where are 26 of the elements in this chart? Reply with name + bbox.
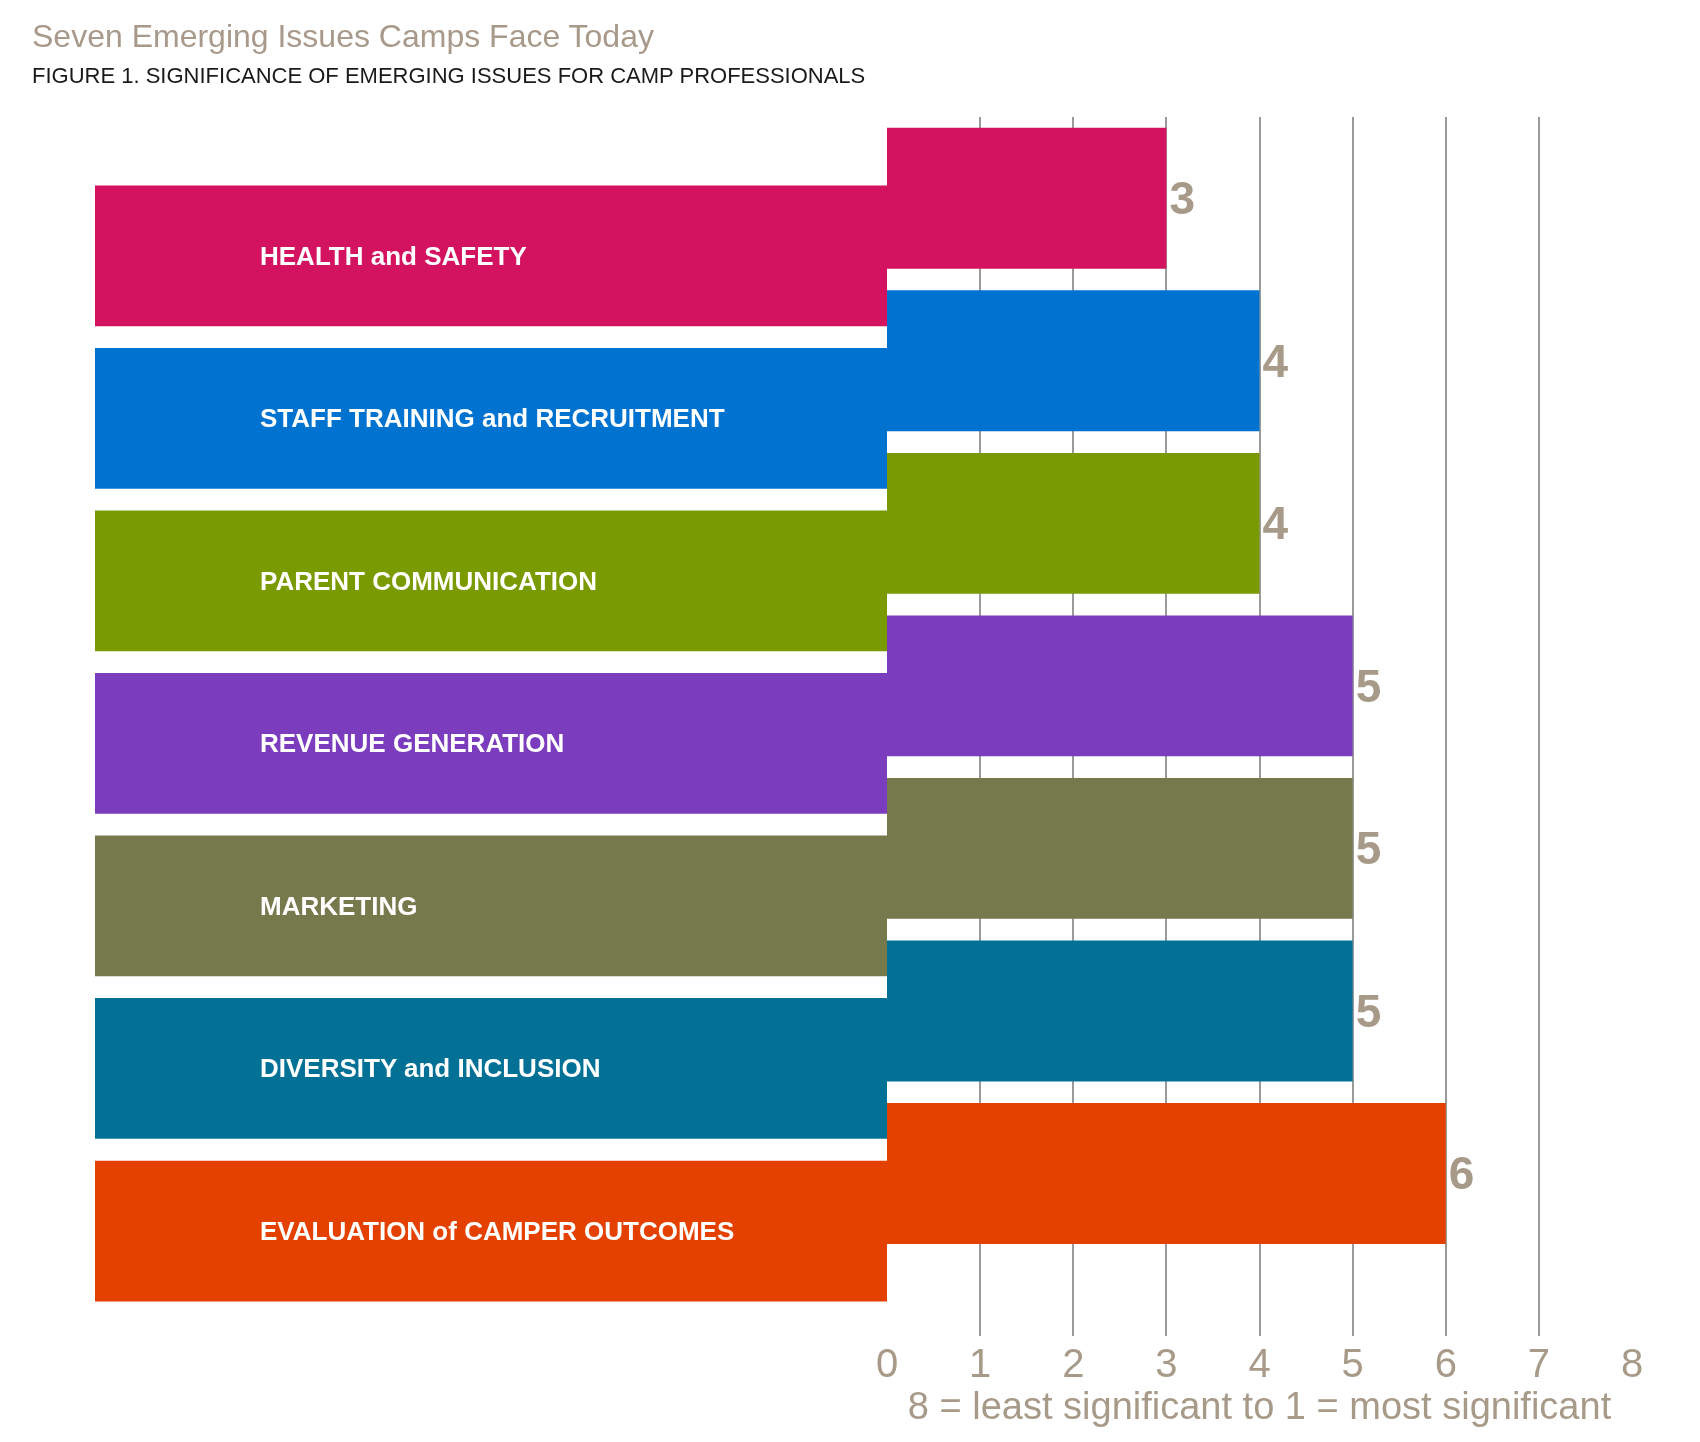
y-tick-label: MARKETING	[260, 891, 418, 921]
x-tick-label: 5	[1341, 1341, 1364, 1385]
x-tick-label: 3	[1155, 1341, 1178, 1385]
y-tick-label: PARENT COMMUNICATION	[260, 566, 598, 596]
x-tick-label: 0	[875, 1341, 899, 1385]
x-tick-label: 2	[1062, 1341, 1085, 1385]
x-tick-label: 8	[1620, 1341, 1644, 1385]
data-label: 6	[1448, 1147, 1475, 1200]
y-tick-label: REVENUE GENERATION	[260, 728, 565, 758]
y-tick-label: EVALUATION of CAMPER OUTCOMES	[260, 1216, 735, 1246]
x-tick-label: 4	[1248, 1341, 1271, 1385]
x-tick-label: 6	[1434, 1341, 1457, 1385]
text: Seven Emerging Issues Camps Face Today	[32, 18, 654, 54]
y-tick-label: STAFF TRAINING and RECRUITMENT	[260, 403, 725, 433]
data-label: 5	[1355, 984, 1382, 1037]
data-label: 3	[1169, 172, 1195, 225]
x-tick-label: 1	[969, 1341, 992, 1385]
text: FIGURE 1. SIGNIFICANCE OF EMERGING ISSUES FOR CAMP PROFESSIONALS	[32, 63, 866, 88]
y-tick-label: HEALTH and SAFETY	[260, 241, 527, 271]
x-axis-title: 8 = least significant to 1 = most significant	[907, 1385, 1612, 1427]
data-label: 5	[1355, 659, 1382, 712]
data-label: 5	[1355, 822, 1382, 875]
x-tick-label: 7	[1527, 1341, 1551, 1385]
data-label: 4	[1262, 334, 1289, 387]
y-tick-label: DIVERSITY and INCLUSION	[260, 1053, 601, 1083]
data-label: 4	[1262, 497, 1289, 550]
